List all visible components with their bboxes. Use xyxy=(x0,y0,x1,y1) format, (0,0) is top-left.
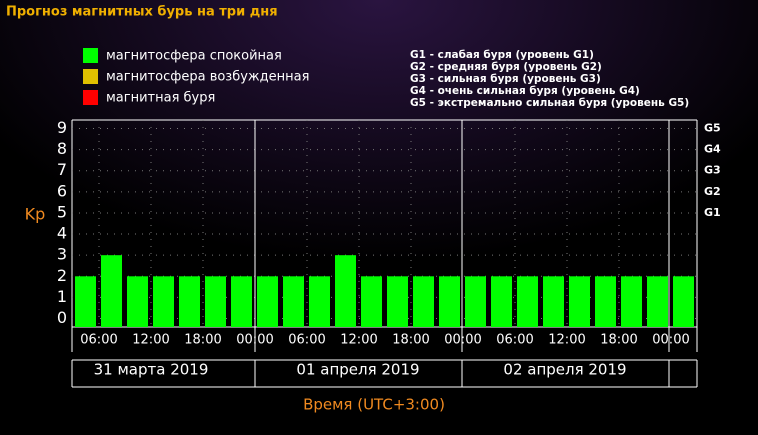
chart-title: Прогноз магнитных бурь на три дня xyxy=(6,5,278,20)
bar xyxy=(543,276,564,327)
frame xyxy=(71,119,698,388)
x-tick-label: 18:00 xyxy=(392,333,429,348)
bar xyxy=(387,276,408,327)
y-tick-label: 7 xyxy=(57,160,67,179)
y-tick-label: 6 xyxy=(57,181,67,200)
day-label: 31 марта 2019 xyxy=(94,361,209,379)
y-tick-label: 3 xyxy=(57,245,67,264)
x-tick-label: 18:00 xyxy=(600,333,637,348)
bar xyxy=(127,276,148,327)
bar xyxy=(361,276,382,327)
bar xyxy=(465,276,486,327)
bar xyxy=(439,276,460,327)
x-axis-label: Время (UTC+3:00) xyxy=(303,396,445,414)
bar xyxy=(205,276,226,327)
x-tick-label: 00:00 xyxy=(652,333,689,348)
y2-tick-label: G1 xyxy=(704,206,721,219)
x-tick-label: 06:00 xyxy=(288,333,325,348)
bar xyxy=(647,276,668,327)
x-tick-label: 18:00 xyxy=(184,333,221,348)
storm-level-label: G5 - экстремально сильная буря (уровень … xyxy=(410,97,689,109)
legend-label: магнитосфера спокойная xyxy=(106,49,282,64)
x-tick-label: 00:00 xyxy=(444,333,481,348)
bar xyxy=(413,276,434,327)
bar xyxy=(309,276,330,327)
y-tick-label: 9 xyxy=(57,118,67,137)
legend-swatch xyxy=(83,48,98,63)
legend-swatch xyxy=(83,69,98,84)
x-tick-label: 12:00 xyxy=(548,333,585,348)
storm-level-label: G2 - средняя буря (уровень G2) xyxy=(410,61,602,73)
bar xyxy=(595,276,616,327)
day-label: 01 апреля 2019 xyxy=(296,361,419,379)
y-tick-label: 4 xyxy=(57,224,67,243)
bar xyxy=(75,276,96,327)
y-tick-label: 0 xyxy=(57,308,67,327)
legend-label: магнитная буря xyxy=(106,91,215,106)
y2-tick-label: G4 xyxy=(704,143,721,156)
y2-tick-label: G5 xyxy=(704,121,721,134)
storm-level-label: G3 - сильная буря (уровень G3) xyxy=(410,73,601,85)
y-tick-label: 5 xyxy=(57,202,67,221)
y-axis-label: Kp xyxy=(25,205,46,224)
bar xyxy=(179,276,200,327)
y2-tick-label: G3 xyxy=(704,164,721,177)
bar xyxy=(491,276,512,327)
bar xyxy=(257,276,278,327)
y2-tick-label: G2 xyxy=(704,185,721,198)
storm-level-label: G1 - слабая буря (уровень G1) xyxy=(410,49,594,61)
bar xyxy=(231,276,252,327)
bar xyxy=(101,255,122,327)
bar xyxy=(673,276,694,327)
legend-label: магнитосфера возбужденная xyxy=(106,70,309,85)
legend-swatch xyxy=(83,90,98,105)
bar xyxy=(153,276,174,327)
storm-level-label: G4 - очень сильная буря (уровень G4) xyxy=(410,85,640,97)
y-tick-label: 8 xyxy=(57,139,67,158)
y-tick-label: 1 xyxy=(57,287,67,306)
bar xyxy=(335,255,356,327)
x-tick-label: 12:00 xyxy=(132,333,169,348)
x-tick-label: 06:00 xyxy=(496,333,533,348)
bar xyxy=(283,276,304,327)
day-label: 02 апреля 2019 xyxy=(503,361,626,379)
x-tick-label: 06:00 xyxy=(80,333,117,348)
x-tick-label: 12:00 xyxy=(340,333,377,348)
y-tick-label: 2 xyxy=(57,266,67,285)
bar xyxy=(621,276,642,327)
bar xyxy=(517,276,538,327)
bar xyxy=(569,276,590,327)
